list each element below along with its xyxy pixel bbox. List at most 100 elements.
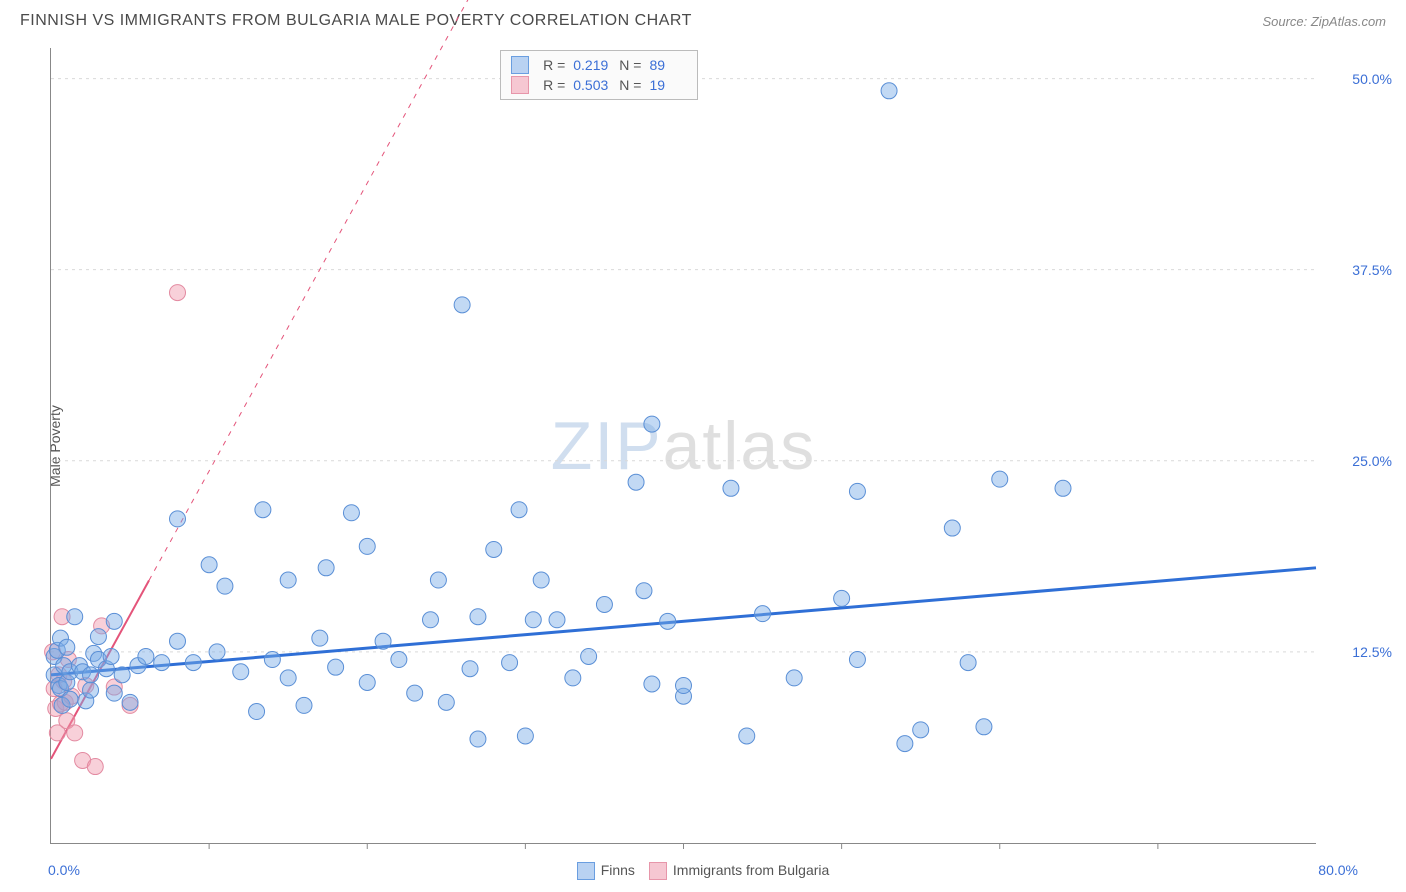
data-point-blue (739, 728, 755, 744)
y-tick-label: 12.5% (1352, 644, 1392, 660)
data-point-blue (209, 644, 225, 660)
data-point-blue (660, 613, 676, 629)
r-label: R = (543, 77, 565, 93)
n-value: 19 (649, 77, 687, 93)
data-point-blue (201, 557, 217, 573)
data-point-blue (318, 560, 334, 576)
data-point-pink (87, 759, 103, 775)
data-point-blue (992, 471, 1008, 487)
legend-swatch-blue (511, 56, 529, 74)
data-point-blue (170, 511, 186, 527)
data-point-blue (944, 520, 960, 536)
legend-label: Immigrants from Bulgaria (673, 862, 829, 878)
data-point-blue (470, 609, 486, 625)
data-point-blue (185, 655, 201, 671)
data-point-blue (644, 416, 660, 432)
legend-item: Finns (577, 862, 635, 880)
n-value: 89 (649, 57, 687, 73)
data-point-blue (343, 505, 359, 521)
data-point-blue (502, 655, 518, 671)
chart-area: ZIPatlas R =0.219N =89R =0.503N =19 12.5… (50, 48, 1316, 844)
data-point-blue (644, 676, 660, 692)
data-point-blue (423, 612, 439, 628)
data-point-blue (83, 667, 99, 683)
data-point-blue (122, 694, 138, 710)
chart-title: FINNISH VS IMMIGRANTS FROM BULGARIA MALE… (20, 12, 692, 30)
legend-swatch-blue (577, 862, 595, 880)
legend-label: Finns (601, 862, 635, 878)
data-point-blue (438, 694, 454, 710)
y-tick-label: 25.0% (1352, 453, 1392, 469)
data-point-blue (849, 652, 865, 668)
data-point-blue (881, 83, 897, 99)
data-point-blue (106, 613, 122, 629)
data-point-blue (565, 670, 581, 686)
x-axis-min-label: 0.0% (48, 862, 80, 878)
data-point-blue (913, 722, 929, 738)
data-point-blue (786, 670, 802, 686)
data-point-blue (296, 697, 312, 713)
data-point-blue (359, 538, 375, 554)
info-row: R = 0.219 N = 89 (511, 55, 687, 75)
data-point-blue (723, 480, 739, 496)
data-point-blue (83, 682, 99, 698)
data-point-blue (114, 667, 130, 683)
data-point-blue (486, 541, 502, 557)
data-point-blue (154, 655, 170, 671)
y-tick-label: 37.5% (1352, 262, 1392, 278)
n-label: N = (619, 57, 641, 73)
data-point-blue (170, 633, 186, 649)
data-point-blue (90, 629, 106, 645)
trend-line-blue (51, 568, 1316, 675)
data-point-blue (280, 670, 296, 686)
data-point-blue (511, 502, 527, 518)
data-point-blue (525, 612, 541, 628)
chart-svg (51, 48, 1316, 843)
data-point-blue (454, 297, 470, 313)
r-label: R = (543, 57, 565, 73)
chart-source: Source: ZipAtlas.com (1262, 14, 1386, 29)
y-tick-label: 50.0% (1352, 71, 1392, 87)
data-point-blue (217, 578, 233, 594)
data-point-blue (407, 685, 423, 701)
data-point-blue (103, 648, 119, 664)
r-value: 0.503 (573, 77, 611, 93)
data-point-blue (628, 474, 644, 490)
data-point-blue (280, 572, 296, 588)
legend-item: Immigrants from Bulgaria (649, 862, 829, 880)
data-point-blue (59, 639, 75, 655)
data-point-blue (462, 661, 478, 677)
data-point-blue (138, 648, 154, 664)
data-point-blue (328, 659, 344, 675)
data-point-blue (849, 483, 865, 499)
data-point-blue (106, 685, 122, 701)
data-point-blue (1055, 480, 1071, 496)
data-point-blue (549, 612, 565, 628)
data-point-blue (533, 572, 549, 588)
legend: Finns Immigrants from Bulgaria (0, 862, 1406, 880)
data-point-blue (960, 655, 976, 671)
data-point-blue (67, 609, 83, 625)
data-point-blue (255, 502, 271, 518)
data-point-blue (62, 691, 78, 707)
data-point-blue (430, 572, 446, 588)
n-label: N = (619, 77, 641, 93)
data-point-blue (264, 652, 280, 668)
x-axis-max-label: 80.0% (1318, 862, 1358, 878)
data-point-blue (359, 674, 375, 690)
correlation-info-box: R = 0.219 N = 89 R = 0.503 N = 19 (500, 50, 698, 100)
data-point-blue (391, 652, 407, 668)
data-point-blue (897, 736, 913, 752)
r-value: 0.219 (573, 57, 611, 73)
data-point-pink (170, 285, 186, 301)
trend-line-dashed-pink (149, 0, 525, 580)
info-row: R = 0.503 N = 19 (511, 75, 687, 95)
data-point-blue (596, 597, 612, 613)
data-point-pink (67, 725, 83, 741)
legend-swatch-pink (649, 862, 667, 880)
data-point-blue (470, 731, 486, 747)
data-point-blue (233, 664, 249, 680)
data-point-blue (834, 590, 850, 606)
data-point-blue (676, 678, 692, 694)
data-point-blue (755, 606, 771, 622)
